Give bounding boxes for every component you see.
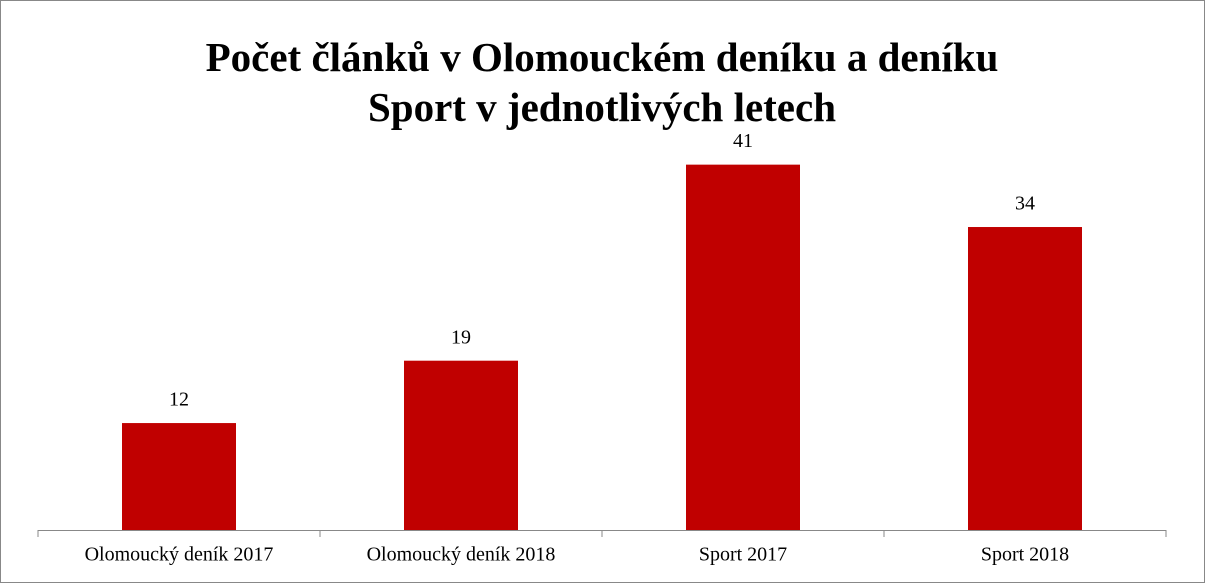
chart-title: Počet článků v Olomouckém deníku a deník… (205, 34, 999, 130)
bar (686, 164, 800, 530)
bar (404, 360, 518, 530)
x-tick-label: Olomoucký deník 2017 (85, 544, 274, 566)
data-label: 19 (451, 326, 471, 348)
data-label: 41 (733, 130, 753, 152)
x-tick-label: Sport 2018 (981, 544, 1069, 566)
x-tick-label: Sport 2017 (699, 544, 787, 566)
bar (122, 423, 236, 530)
data-label: 12 (169, 389, 189, 411)
x-tick-label: Olomoucký deník 2018 (367, 544, 556, 566)
bar (968, 227, 1082, 530)
data-label: 34 (1015, 193, 1035, 215)
